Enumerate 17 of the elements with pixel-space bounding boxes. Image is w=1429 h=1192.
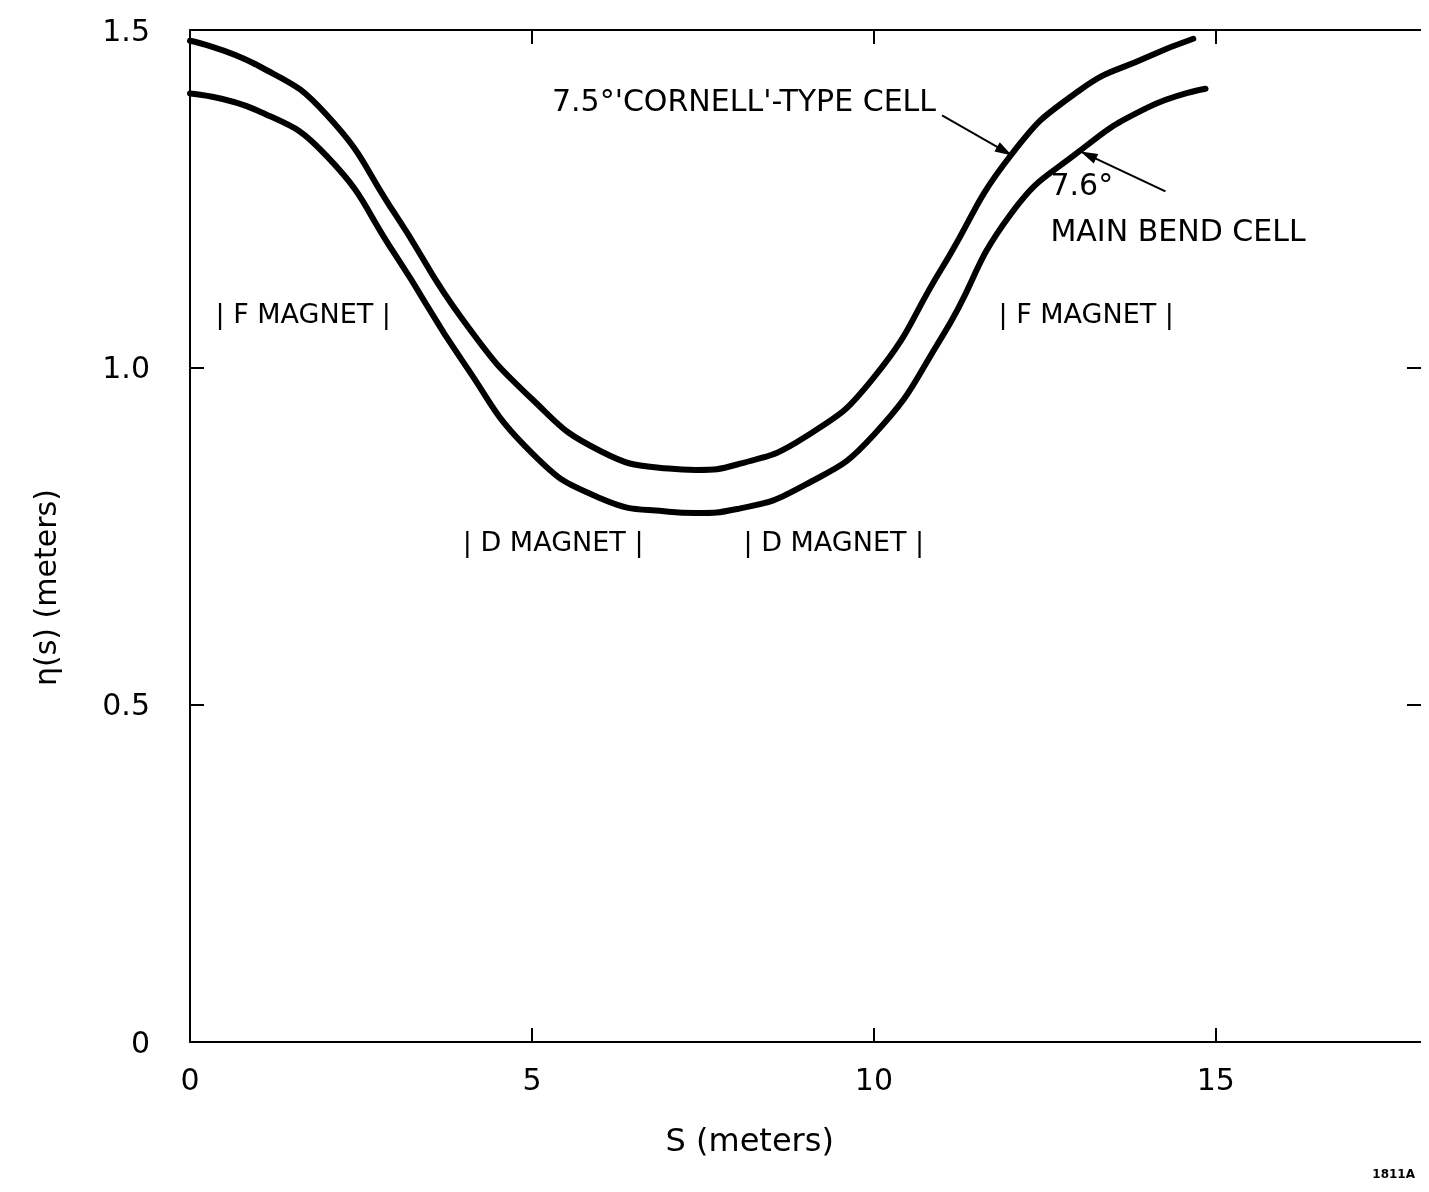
x-tick-label: 0 — [180, 1061, 200, 1097]
annotation: | F MAGNET | — [998, 297, 1174, 330]
annotation: | D MAGNET | — [462, 525, 644, 558]
annotation: | F MAGNET | — [215, 297, 391, 330]
annotation: | D MAGNET | — [743, 525, 925, 558]
text: 1811A — [1372, 1167, 1416, 1181]
y-tick-label: 1.5 — [102, 12, 150, 48]
y-tick-label: 0 — [130, 1024, 150, 1060]
y-axis-title: η(s) (meters) — [27, 489, 63, 686]
x-tick-label: 15 — [1196, 1061, 1235, 1097]
x-tick-label: 5 — [522, 1061, 542, 1097]
y-tick-label: 1.0 — [102, 349, 150, 385]
annotation: 7.5°'CORNELL'-TYPE CELL — [551, 82, 937, 118]
x-axis-title: S (meters) — [665, 1121, 834, 1159]
annotation: 7.6° MAIN BEND CELL — [1050, 166, 1306, 248]
x-tick-label: 10 — [854, 1061, 893, 1097]
y-tick-label: 0.5 — [102, 687, 150, 723]
